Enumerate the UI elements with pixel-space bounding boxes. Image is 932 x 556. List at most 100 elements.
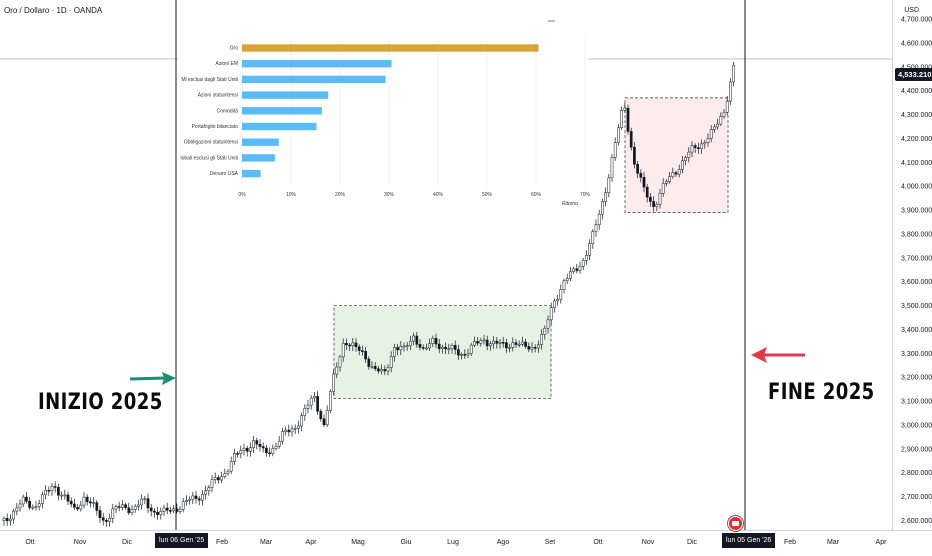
candle-body (578, 266, 582, 271)
candle-body (402, 345, 406, 348)
candle-body (201, 494, 204, 501)
candle-body (111, 508, 115, 519)
candle-body (191, 495, 195, 500)
candle-body (556, 299, 559, 302)
returns-bar (242, 154, 275, 162)
candle-body (188, 499, 191, 501)
candle-body (476, 341, 479, 344)
returns-bar (242, 75, 386, 84)
candle-body (418, 344, 422, 348)
candle-body (101, 517, 105, 521)
time-tick: Nov (642, 539, 655, 546)
candle-body (469, 344, 473, 354)
returns-category-label: Portafoglio bilanciato (192, 124, 239, 130)
symbol-title[interactable]: Oro / Dollaro · 1D · OANDA (4, 6, 103, 15)
candle-body (85, 496, 89, 503)
candle-body (239, 450, 243, 454)
candle-body (127, 507, 131, 513)
candle-body (306, 404, 310, 409)
price-tick: 2,700.000 (901, 494, 932, 501)
tradingview-logo[interactable] (728, 516, 743, 531)
candle-body (63, 494, 67, 497)
returns-bar (242, 138, 279, 146)
candle-body (527, 346, 531, 350)
candle-body (604, 192, 607, 202)
returns-x-tick: 30% (384, 192, 395, 198)
time-tick: Mag (351, 539, 365, 546)
candle-body (665, 181, 668, 184)
candle-body (649, 196, 652, 202)
candle-body (543, 327, 547, 335)
candle-body (207, 487, 211, 491)
candle-body (629, 131, 633, 148)
candle-body (297, 425, 300, 429)
candle-body (143, 498, 147, 500)
candle-body (514, 342, 518, 345)
candle-body (181, 501, 185, 510)
candle-body (383, 369, 387, 372)
time-tick: Set (545, 539, 556, 546)
candle-body (165, 507, 169, 511)
candle-body (178, 508, 182, 512)
candle-body (607, 177, 611, 193)
candle-body (322, 418, 326, 425)
candle-body (354, 342, 358, 348)
price-tick: 2,800.000 (901, 470, 932, 477)
candle-body (261, 446, 265, 449)
candle-body (159, 511, 163, 515)
returns-x-tick: 60% (531, 192, 542, 198)
candle-body (316, 396, 319, 412)
price-chart[interactable]: 0% 10% 20% 30% 40% 50% 60% 70% Oro Azioni EM Mi es… (0, 0, 892, 530)
returns-bar-chart: 0% 10% 20% 30% 40% 50% 60% 70% Oro Azioni EM Mi es… (178, 14, 591, 210)
price-tick: 4,700.000 (901, 17, 932, 24)
candle-body (5, 518, 9, 522)
candle-body (117, 506, 121, 508)
candle-body (364, 350, 367, 360)
candle-body (386, 367, 390, 372)
candle-body (639, 173, 643, 178)
candle-body (66, 494, 70, 502)
candle-body (108, 518, 111, 522)
candle-body (370, 366, 374, 368)
candle-body (405, 345, 409, 347)
candle-body (457, 349, 460, 356)
current-price-label: 4,533.210 (895, 68, 932, 81)
candle-body (521, 341, 524, 345)
candle-body (271, 448, 275, 454)
time-tick: Apr (306, 539, 318, 546)
candle-body (15, 507, 19, 512)
candle-body (533, 347, 537, 349)
candle-body (709, 129, 713, 139)
candle-body (431, 337, 435, 344)
candle-body (357, 346, 361, 351)
price-tick: 4,200.000 (901, 136, 932, 143)
candle-body (633, 146, 636, 165)
candle-body (226, 470, 230, 474)
price-scale[interactable]: USD 2,600.000 2,700.000 2,800.000 2,900.000… (892, 0, 932, 530)
candle-body (591, 231, 595, 244)
candle-body (706, 138, 710, 143)
candle-body (687, 151, 691, 158)
candle-body (479, 340, 483, 344)
candle-body (92, 502, 95, 504)
candle-body (450, 345, 454, 349)
start-date-marker: lun 06 Gen '25 (155, 533, 209, 548)
candle-body (463, 354, 467, 356)
time-axis[interactable]: Ott Nov Dic Feb Mar Apr Mag Giu Lug Ago Set Ott Nov D… (0, 530, 932, 551)
candle-body (681, 160, 684, 170)
candle-body (361, 350, 364, 352)
candle-body (549, 307, 553, 321)
price-tick: 3,700.000 (901, 255, 932, 262)
candle-body (380, 369, 383, 372)
candle-body (290, 428, 294, 433)
candle-body (210, 479, 214, 488)
end-annotation: FINE 2025 (768, 380, 875, 405)
candle-body (185, 500, 188, 502)
candle-body (569, 271, 572, 279)
price-tick: 3,400.000 (901, 327, 932, 334)
candle-body (668, 176, 671, 182)
candle-body (79, 504, 83, 510)
candle-body (149, 507, 153, 512)
candle-body (277, 440, 281, 447)
candle-body (713, 126, 716, 130)
